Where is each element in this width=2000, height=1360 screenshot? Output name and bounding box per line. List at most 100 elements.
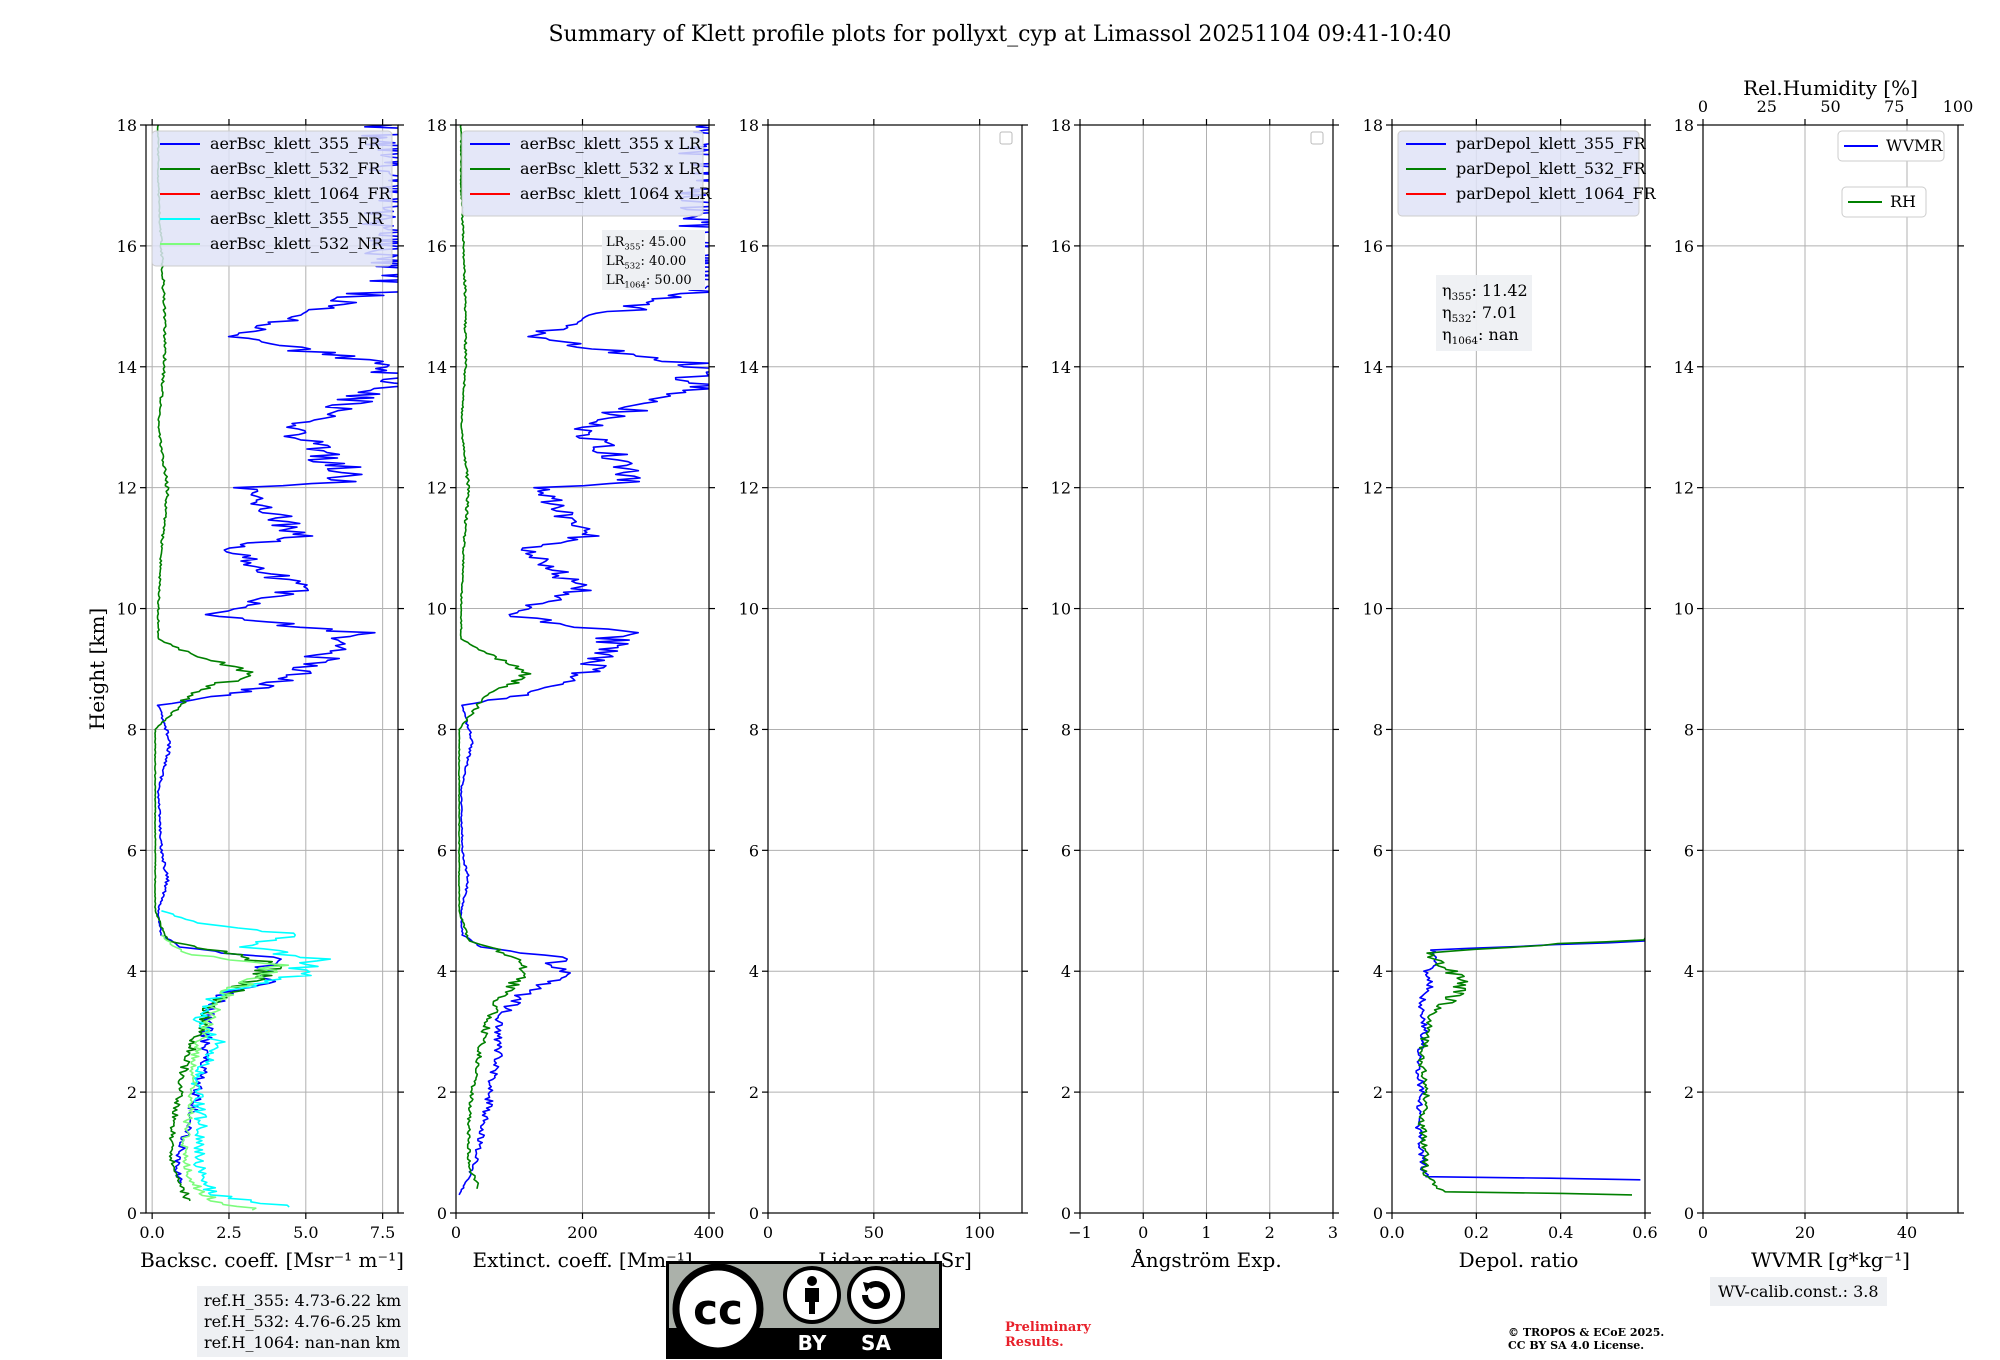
ytick-label-9: 18 xyxy=(739,116,759,135)
eta-line-0: η355: 11.42 xyxy=(1442,281,1528,303)
preliminary-line-2: Results. xyxy=(1005,1335,1064,1350)
ytick-label-6: 12 xyxy=(117,479,137,498)
ytick-label-3: 6 xyxy=(1684,841,1694,860)
legend: aerBsc_klett_355_FR aerBsc_klett_532_FRae… xyxy=(151,130,393,267)
ytick-label-7: 14 xyxy=(1674,358,1694,377)
ytick-label-9: 18 xyxy=(1363,116,1383,135)
cc-letters: cc xyxy=(693,1285,743,1334)
ytick-label-7: 14 xyxy=(117,358,137,377)
xtick-label-4: 3 xyxy=(1328,1223,1338,1242)
legend-label-0: aerBsc_klett_355 x LR xyxy=(520,134,702,153)
copyright-note: © TROPOS & ECoE 2025. CC BY SA 4.0 Licen… xyxy=(1508,1326,1664,1352)
ytick-label-6: 12 xyxy=(1051,479,1071,498)
ytick-label-9: 18 xyxy=(117,116,137,135)
legend-box xyxy=(461,130,704,217)
ytick-label-8: 16 xyxy=(739,237,759,256)
ytick-label-4: 8 xyxy=(1684,720,1694,739)
xtick-label-0: 0.0 xyxy=(139,1223,164,1242)
legend-box xyxy=(151,130,393,267)
ytick-label-1: 2 xyxy=(437,1083,447,1102)
top-tick-label-1: 25 xyxy=(1757,97,1777,116)
wv-calibration-box: WV-calib.const.: 3.8 xyxy=(1710,1277,1887,1306)
ytick-label-4: 8 xyxy=(127,720,137,739)
sa-arrow-head xyxy=(863,1282,873,1292)
xtick-label-2: 400 xyxy=(694,1223,725,1242)
panel-depol: 0 2 4 6 8 10 12 14 16 18 0.0 0.2 0.4 0.6 Depol. ratio p… xyxy=(1363,116,1658,1272)
series-group xyxy=(458,125,709,1196)
legend-label-0: parDepol_klett_355_FR xyxy=(1456,134,1647,153)
lr-line-2: LR1064: 50.00 xyxy=(606,273,692,289)
ytick-label-9: 18 xyxy=(427,116,447,135)
legend-label-4: aerBsc_klett_532_NR xyxy=(210,234,384,253)
xtick-label-0: 0 xyxy=(763,1223,773,1242)
panel-backscatter: 0 2 4 6 8 10 12 14 16 18 0.0 2.5 5.0 7.5 Backsc. coeff… xyxy=(117,116,404,1272)
xtick-label-1: 0.2 xyxy=(1464,1223,1489,1242)
ytick-label-8: 16 xyxy=(1051,237,1071,256)
ytick-label-2: 4 xyxy=(1684,962,1694,981)
series-aerBsc_klett_355_FR xyxy=(156,125,398,1184)
xtick-label-0: 0 xyxy=(451,1223,461,1242)
ytick-label-3: 6 xyxy=(127,841,137,860)
xtick-label-2: 1 xyxy=(1201,1223,1211,1242)
panel-frame xyxy=(767,124,1023,1214)
ytick-label-0: 0 xyxy=(1684,1204,1694,1223)
xtick-label-1: 200 xyxy=(567,1223,598,1242)
ytick-label-8: 16 xyxy=(117,237,137,256)
copyright-line-2: CC BY SA 4.0 License. xyxy=(1508,1339,1645,1352)
top-tick-label-0: 0 xyxy=(1698,97,1708,116)
xtick-label-3: 7.5 xyxy=(370,1223,395,1242)
ytick-label-0: 0 xyxy=(437,1204,447,1223)
eta-line-1: η532: 7.01 xyxy=(1442,303,1518,325)
ytick-label-5: 10 xyxy=(1051,600,1071,619)
cc-by-sa-badge: cc BY SA xyxy=(666,1261,942,1359)
series-aerBsc_klett_355 x LR xyxy=(458,125,709,1196)
top-tick-label-4: 100 xyxy=(1943,97,1974,116)
ytick-label-2: 4 xyxy=(1061,962,1071,981)
xtick-label-2: 40 xyxy=(1897,1223,1917,1242)
ytick-label-1: 2 xyxy=(127,1083,137,1102)
ytick-label-5: 10 xyxy=(117,600,137,619)
xtick-label-3: 0.6 xyxy=(1632,1223,1657,1242)
xtick-label-0: 0.0 xyxy=(1379,1223,1404,1242)
ytick-label-7: 14 xyxy=(1051,358,1071,377)
legend-label-0: aerBsc_klett_355_FR xyxy=(210,134,381,153)
xtick-label-2: 5.0 xyxy=(293,1223,318,1242)
series-group xyxy=(154,125,398,1211)
xtick-label-2: 0.4 xyxy=(1548,1223,1573,1242)
ref-height-355: ref.H_355: 4.73-6.22 km xyxy=(204,1291,402,1310)
xtick-label-1: 20 xyxy=(1795,1223,1815,1242)
panel-frame xyxy=(145,124,399,1214)
ytick-label-1: 2 xyxy=(1061,1083,1071,1102)
legend-box xyxy=(1397,130,1640,217)
eta-box xyxy=(1436,275,1532,351)
series-aerBsc_klett_532_FR xyxy=(154,125,283,1202)
ytick-label-6: 12 xyxy=(1363,479,1383,498)
top-tick-label-2: 50 xyxy=(1820,97,1840,116)
figure-title: Summary of Klett profile plots for polly… xyxy=(548,22,1452,47)
series-parDepol_klett_532_FR xyxy=(1417,937,1645,1196)
ytick-label-6: 12 xyxy=(739,479,759,498)
panel-frame xyxy=(1702,124,1959,1214)
series-aerBsc_klett_532 x LR xyxy=(458,125,532,1190)
by-label: BY xyxy=(798,1331,827,1355)
legend-box-1 xyxy=(1841,186,1927,218)
copyright-line-1: © TROPOS & ECoE 2025. xyxy=(1508,1326,1665,1339)
ytick-label-3: 6 xyxy=(1373,841,1383,860)
ytick-label-5: 10 xyxy=(1674,600,1694,619)
xtick-label-3: 2 xyxy=(1265,1223,1275,1242)
series-aerBsc_klett_355_NR xyxy=(161,910,332,1208)
series-aerBsc_klett_532_NR xyxy=(160,934,290,1211)
x-axis-label: WVMR [g*kg⁻¹] xyxy=(1751,1248,1910,1272)
legend-label-2: parDepol_klett_1064_FR xyxy=(1456,184,1657,203)
ytick-label-4: 8 xyxy=(1061,720,1071,739)
sa-label: SA xyxy=(861,1331,891,1355)
ytick-label-7: 14 xyxy=(427,358,447,377)
by-person-body xyxy=(805,1288,819,1314)
legend-box-0 xyxy=(1837,130,1945,162)
xtick-label-1: 2.5 xyxy=(216,1223,241,1242)
ytick-label-1: 2 xyxy=(749,1083,759,1102)
eta-line-2: η1064: nan xyxy=(1442,325,1519,347)
